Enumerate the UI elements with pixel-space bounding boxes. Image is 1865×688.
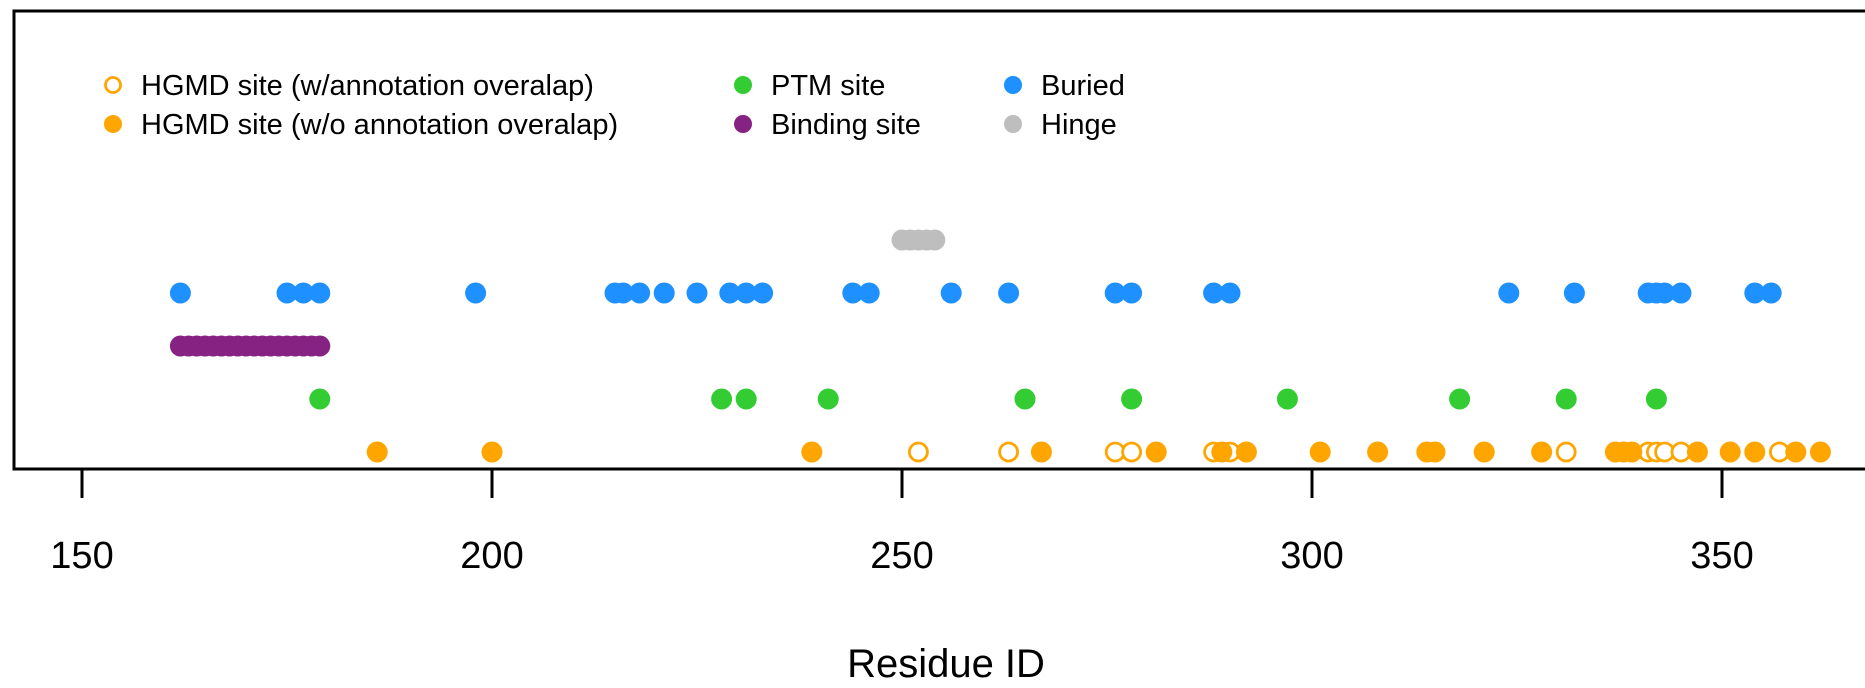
data-point	[1498, 282, 1520, 304]
data-point	[309, 282, 331, 304]
x-axis-title: Residue ID	[847, 642, 1045, 686]
data-point	[169, 282, 191, 304]
data-point	[817, 388, 839, 410]
data-point	[1555, 441, 1577, 463]
data-point	[1473, 441, 1495, 463]
plot-frame	[12, 9, 1865, 471]
data-point	[998, 282, 1020, 304]
data-point	[1449, 388, 1471, 410]
data-point	[1121, 388, 1143, 410]
data-point	[1219, 282, 1241, 304]
data-point	[1309, 441, 1331, 463]
data-point	[1104, 282, 1126, 304]
legend-label: HGMD site (w/o annotation overalap)	[141, 109, 618, 141]
data-point	[1654, 282, 1676, 304]
data-point	[1686, 441, 1708, 463]
legend-item: Buried	[1004, 70, 1125, 102]
data-point	[1809, 441, 1831, 463]
data-point	[908, 441, 929, 463]
data-point	[752, 282, 774, 304]
data-point	[735, 282, 757, 304]
data-points	[169, 229, 1831, 463]
legend-marker	[1004, 76, 1022, 94]
data-point	[309, 335, 331, 357]
data-point	[1211, 441, 1233, 463]
data-point	[1121, 282, 1143, 304]
data-point	[1276, 388, 1298, 410]
data-point	[735, 388, 757, 410]
data-point	[719, 282, 741, 304]
data-point	[1744, 441, 1766, 463]
legend: HGMD site (w/annotation overalap) HGMD si…	[104, 70, 1125, 141]
legend-item: HGMD site (w/o annotation overalap)	[104, 109, 618, 141]
legend-marker	[734, 115, 752, 133]
data-point	[1030, 441, 1052, 463]
data-point	[1014, 388, 1036, 410]
legend-marker	[1004, 115, 1022, 133]
data-point	[998, 441, 1019, 463]
data-point	[1531, 441, 1553, 463]
data-point	[1719, 441, 1741, 463]
data-point	[842, 282, 864, 304]
data-point	[629, 282, 651, 304]
data-point	[1555, 388, 1577, 410]
data-point	[1424, 441, 1446, 463]
legend-label: Hinge	[1041, 109, 1117, 141]
data-point	[801, 441, 823, 463]
data-point	[1203, 282, 1225, 304]
x-axis: 150 200 250 300 350	[50, 469, 1754, 577]
data-point	[1145, 441, 1167, 463]
x-tick-label: 350	[1690, 535, 1753, 577]
data-point	[276, 282, 298, 304]
data-point	[612, 282, 634, 304]
data-point	[1645, 388, 1667, 410]
data-point	[1621, 441, 1643, 463]
x-tick-label: 300	[1280, 535, 1343, 577]
data-point	[366, 441, 388, 463]
x-tick-label: 150	[50, 535, 113, 577]
legend-label: Binding site	[771, 109, 921, 141]
legend-label: Buried	[1041, 70, 1125, 102]
data-point	[711, 388, 733, 410]
data-point	[1563, 282, 1585, 304]
legend-marker	[734, 76, 752, 94]
data-point	[481, 441, 503, 463]
data-point	[653, 282, 675, 304]
x-tick-label: 250	[870, 535, 933, 577]
data-point	[1121, 441, 1142, 463]
legend-item: Hinge	[1004, 109, 1117, 141]
data-point	[924, 229, 946, 251]
legend-marker	[104, 115, 122, 133]
legend-item: Binding site	[734, 109, 921, 141]
data-point	[465, 282, 487, 304]
data-point	[1367, 441, 1389, 463]
data-point	[1785, 441, 1807, 463]
legend-marker	[104, 76, 122, 94]
data-point	[292, 282, 314, 304]
data-point	[1235, 441, 1257, 463]
data-point	[309, 388, 331, 410]
x-tick-label: 200	[460, 535, 523, 577]
data-point	[1760, 282, 1782, 304]
data-point	[858, 282, 880, 304]
legend-label: PTM site	[771, 70, 885, 102]
data-point	[940, 282, 962, 304]
legend-item: PTM site	[734, 70, 885, 102]
data-point	[1670, 282, 1692, 304]
legend-item: HGMD site (w/annotation overalap)	[104, 70, 594, 102]
data-point	[686, 282, 708, 304]
data-point	[1744, 282, 1766, 304]
legend-label: HGMD site (w/annotation overalap)	[141, 70, 594, 102]
